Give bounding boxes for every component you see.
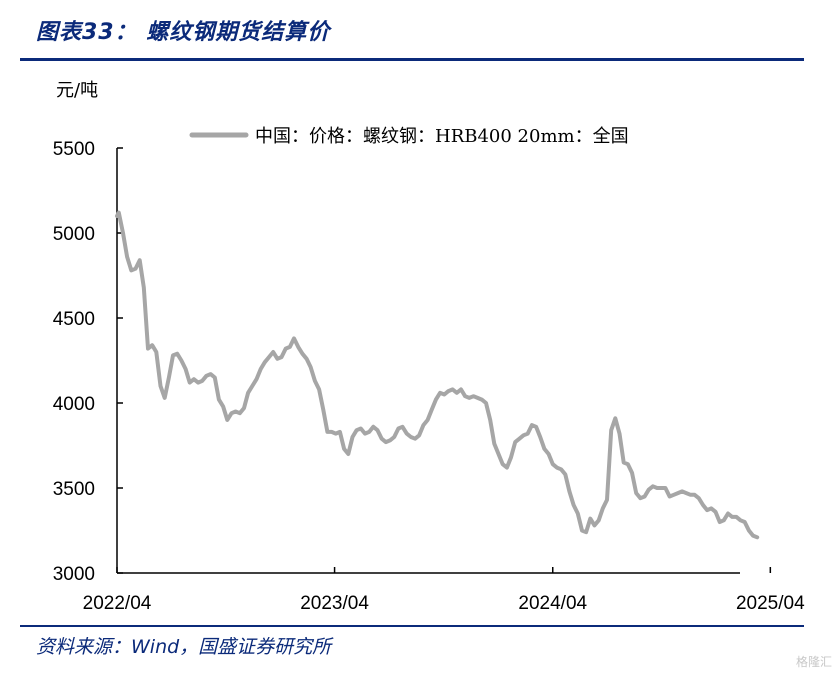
y-axis-unit-label: 元/吨 <box>56 80 98 101</box>
y-tick-label: 3500 <box>53 479 95 500</box>
y-tick-label: 4000 <box>53 394 95 415</box>
y-tick-label: 5000 <box>53 224 95 245</box>
y-tick-label: 5500 <box>53 139 95 160</box>
series-line <box>115 210 760 540</box>
legend-label: 中国：价格：螺纹钢：HRB400 20mm：全国 <box>255 126 629 147</box>
top-divider <box>20 58 804 61</box>
x-tick-label: 2024/04 <box>518 593 587 614</box>
x-tick-label: 2023/04 <box>300 593 369 614</box>
figure-title: 图表33： 螺纹钢期货结算价 <box>36 20 331 45</box>
watermark-logo: 格隆汇 <box>795 655 832 669</box>
bottom-divider <box>20 625 804 627</box>
x-tick-label: 2022/04 <box>83 593 152 614</box>
x-tick-label: 2025/04 <box>736 593 805 614</box>
y-tick-label: 4500 <box>53 309 95 330</box>
source-note: 资料来源：Wind，国盛证券研究所 <box>36 636 332 658</box>
y-tick-label: 3000 <box>53 564 95 585</box>
